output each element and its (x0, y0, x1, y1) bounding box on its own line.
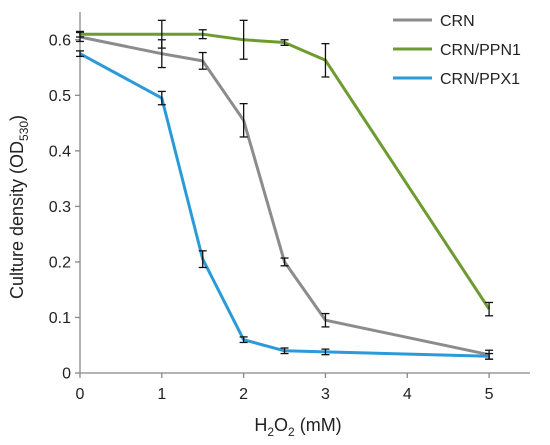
series-0 (76, 31, 494, 360)
axes: 0 0.1 0.2 0.3 0.4 0.5 0.6 0 1 2 3 4 5 (49, 12, 530, 403)
error-bar (280, 39, 289, 46)
x-tick-label: 0 (76, 386, 85, 403)
legend-item: CRN (393, 13, 475, 30)
error-bar (485, 352, 494, 360)
error-bar (321, 43, 330, 78)
x-tick-label: 3 (321, 386, 330, 403)
legend-item: CRN/PPX1 (393, 71, 520, 88)
series-1 (76, 19, 494, 317)
x-tick-label: 2 (239, 386, 248, 403)
error-bar (485, 301, 494, 317)
error-bar (239, 19, 248, 60)
error-bar (76, 50, 84, 58)
error-bar (321, 312, 330, 328)
legend-label: CRN (440, 13, 475, 30)
error-bar (280, 347, 289, 355)
error-bar (280, 257, 289, 267)
error-bar (239, 336, 248, 344)
y-axis-title: Culture density (OD530) (7, 115, 31, 299)
legend-item: CRN/PPN1 (393, 42, 521, 59)
y-tick-label: 0.5 (49, 88, 71, 105)
y-tick-label: 0.3 (49, 199, 71, 216)
error-bar (157, 90, 166, 106)
error-bar (239, 102, 248, 138)
y-tick-label: 0.1 (49, 310, 71, 327)
error-bar (76, 30, 84, 38)
series-line (79, 52, 490, 358)
y-tick-label: 0.6 (49, 32, 71, 49)
x-tick-label: 1 (157, 386, 166, 403)
x-axis-title: H2O2 (mM) (254, 415, 341, 439)
x-tick-label: 5 (485, 386, 494, 403)
series-line (80, 32, 491, 310)
x-tick-label: 4 (403, 386, 412, 403)
y-tick-label: 0 (62, 366, 71, 383)
series-layer (76, 19, 494, 360)
series-2 (76, 50, 494, 360)
legend-label: CRN/PPX1 (440, 71, 520, 88)
series-line (79, 35, 490, 357)
legend-label: CRN/PPN1 (440, 42, 521, 59)
error-bar (198, 51, 207, 70)
error-bar (198, 29, 207, 40)
y-tick-label: 0.4 (49, 143, 71, 160)
y-tick-label: 0.2 (49, 254, 71, 271)
error-bar (157, 19, 166, 49)
error-bar (198, 250, 207, 269)
legend: CRN CRN/PPN1 CRN/PPX1 (393, 13, 521, 88)
error-bar (321, 348, 330, 356)
